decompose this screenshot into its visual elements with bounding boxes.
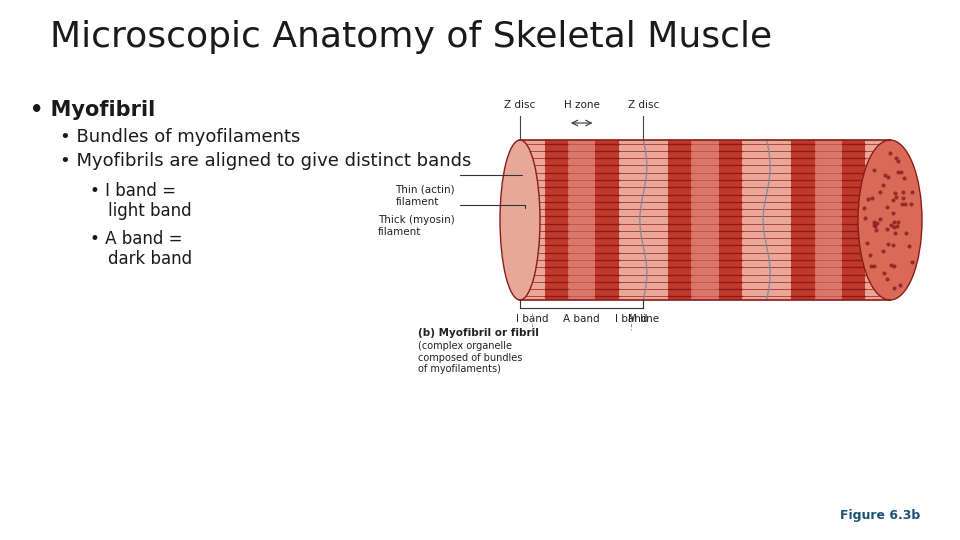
Text: (b) Myofibril or fibril: (b) Myofibril or fibril	[418, 328, 539, 338]
Text: Z disc: Z disc	[628, 100, 659, 110]
Bar	[520, 140, 890, 300]
Text: H zone: H zone	[564, 100, 600, 110]
Text: (complex organelle
composed of bundles
of myofilaments): (complex organelle composed of bundles o…	[418, 341, 522, 374]
Text: I band: I band	[614, 314, 647, 324]
Text: dark band: dark band	[108, 250, 192, 268]
Bar	[595, 140, 618, 300]
Bar	[791, 140, 815, 300]
Text: A band: A band	[564, 314, 600, 324]
Bar	[544, 140, 568, 300]
Text: • A band =: • A band =	[90, 230, 182, 248]
Text: Thin (actin)
filament: Thin (actin) filament	[396, 185, 455, 207]
Bar	[842, 140, 865, 300]
Text: Thick (myosin)
filament: Thick (myosin) filament	[378, 215, 455, 237]
Text: • I band =: • I band =	[90, 182, 176, 200]
Text: light band: light band	[108, 202, 192, 220]
Bar	[742, 140, 767, 300]
Ellipse shape	[500, 140, 540, 300]
Text: • Myofibrils are aligned to give distinct bands: • Myofibrils are aligned to give distinc…	[60, 152, 471, 170]
Ellipse shape	[858, 140, 922, 300]
Bar	[643, 140, 668, 300]
Bar	[568, 140, 595, 300]
Bar	[865, 140, 890, 300]
Bar	[668, 140, 691, 300]
Text: Z disc: Z disc	[504, 100, 536, 110]
Bar	[691, 140, 719, 300]
Bar	[719, 140, 742, 300]
Bar	[618, 140, 643, 300]
Bar	[767, 140, 791, 300]
Bar	[520, 140, 544, 300]
Bar	[815, 140, 842, 300]
Text: M line: M line	[628, 314, 659, 324]
Text: Microscopic Anatomy of Skeletal Muscle: Microscopic Anatomy of Skeletal Muscle	[50, 20, 772, 54]
Text: I band: I band	[516, 314, 548, 324]
Text: • Myofibril: • Myofibril	[30, 100, 156, 120]
Text: Figure 6.3b: Figure 6.3b	[840, 509, 920, 522]
Text: • Bundles of myofilaments: • Bundles of myofilaments	[60, 128, 300, 146]
